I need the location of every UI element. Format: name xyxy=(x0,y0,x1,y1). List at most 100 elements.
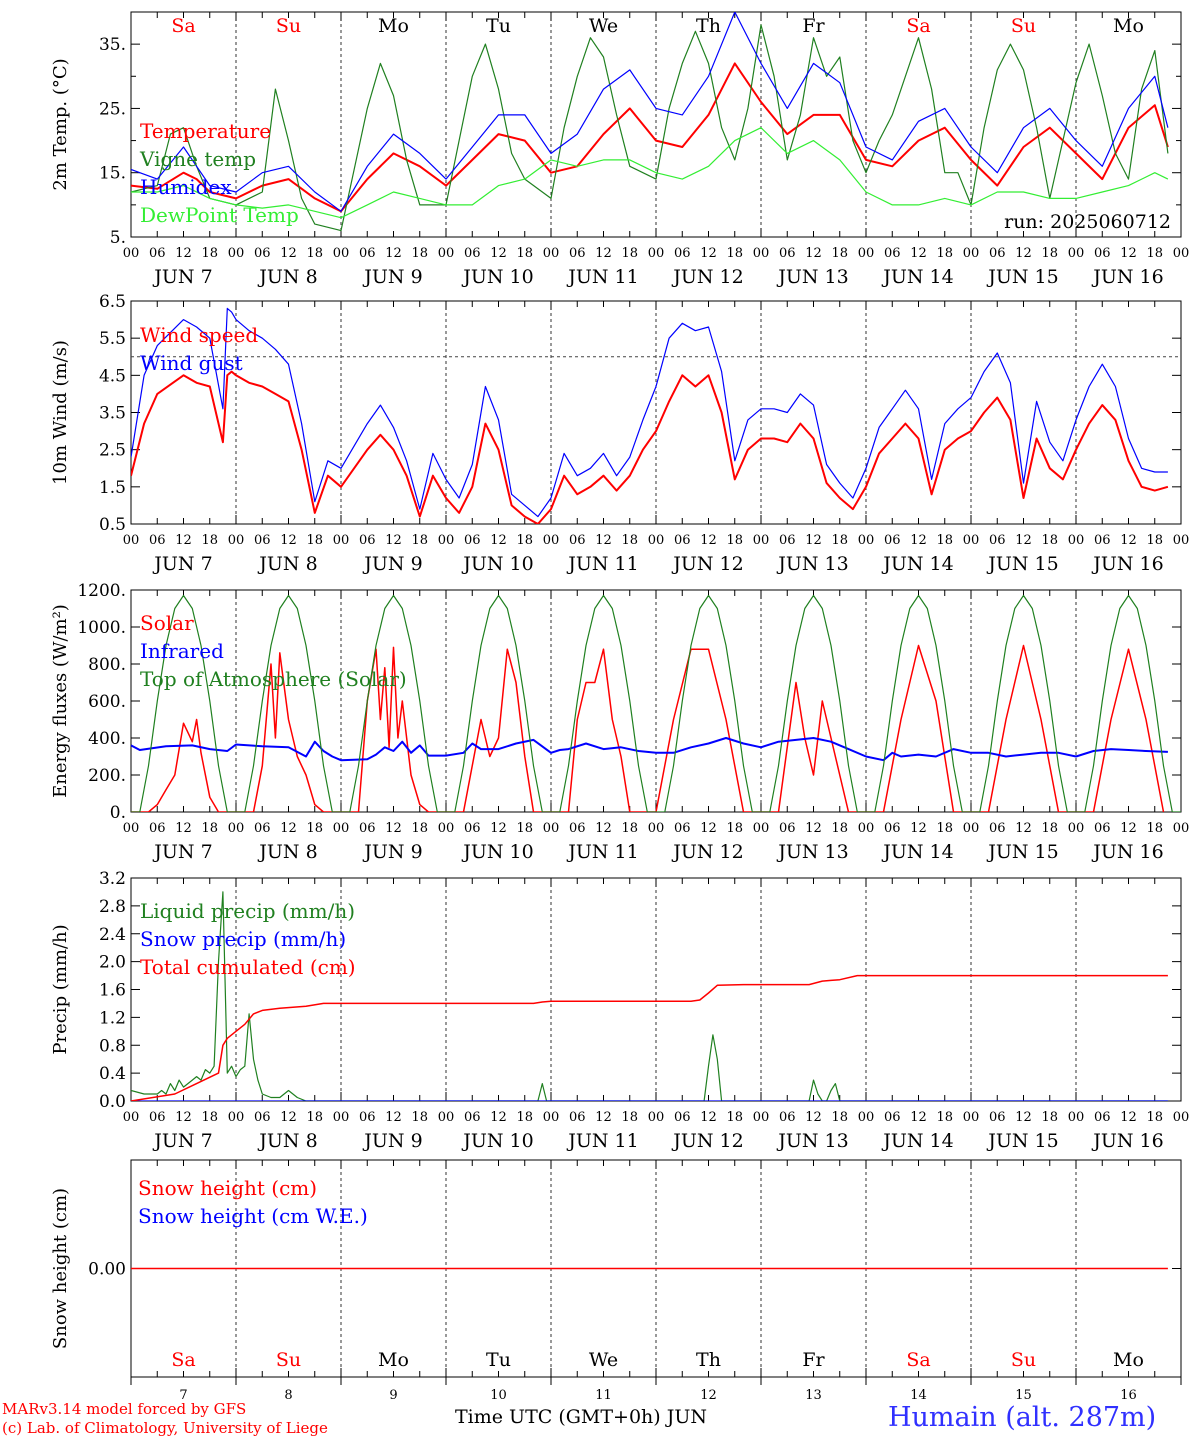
y-tick-label: 1.2 xyxy=(99,1008,126,1028)
series-line xyxy=(131,644,1165,812)
hour-tick-label: 18 xyxy=(1041,821,1058,836)
hour-tick-label: 00 xyxy=(438,533,455,548)
hour-tick-label: 18 xyxy=(621,533,638,548)
date-label: JUN 13 xyxy=(776,1130,848,1152)
hour-tick-label: 00 xyxy=(123,246,140,261)
hour-tick-label: 18 xyxy=(306,821,323,836)
day-number-label: 10 xyxy=(490,1388,507,1403)
series-line xyxy=(131,127,1169,219)
day-number-label: 8 xyxy=(284,1388,292,1403)
hour-tick-label: 12 xyxy=(910,1110,927,1125)
y-axis-label: 10m Wind (m/s) xyxy=(50,340,71,485)
date-label: JUN 12 xyxy=(671,841,743,863)
date-label: JUN 11 xyxy=(566,553,638,575)
weekday-label: We xyxy=(589,15,618,37)
hour-tick-label: 12 xyxy=(1120,533,1137,548)
hour-tick-label: 12 xyxy=(280,533,297,548)
hour-tick-label: 00 xyxy=(1173,1110,1190,1125)
y-tick-label: 0.00 xyxy=(88,1260,126,1280)
hour-tick-label: 00 xyxy=(333,246,350,261)
hour-tick-label: 18 xyxy=(411,1110,428,1125)
hour-tick-label: 18 xyxy=(621,1110,638,1125)
day-number-label: 9 xyxy=(389,1388,397,1403)
hour-tick-label: 18 xyxy=(936,821,953,836)
hour-tick-label: 00 xyxy=(753,1110,770,1125)
station-label: Humain (alt. 287m) xyxy=(888,1402,1157,1433)
weekday-label: Su xyxy=(276,1349,301,1371)
date-label: JUN 13 xyxy=(776,841,848,863)
hour-tick-label: 18 xyxy=(726,246,743,261)
series-line xyxy=(131,370,1169,524)
hour-tick-label: 12 xyxy=(1015,246,1032,261)
hour-tick-label: 06 xyxy=(884,246,901,261)
series-line xyxy=(131,891,1168,1101)
hour-tick-label: 06 xyxy=(359,533,376,548)
hour-tick-label: 12 xyxy=(595,821,612,836)
y-tick-label: 25. xyxy=(99,99,126,119)
hour-tick-label: 12 xyxy=(910,821,927,836)
hour-tick-label: 00 xyxy=(1068,533,1085,548)
weekday-label: Th xyxy=(696,1349,721,1371)
date-label: JUN 11 xyxy=(566,841,638,863)
day-number-label: 16 xyxy=(1120,1388,1137,1403)
hour-tick-label: 18 xyxy=(936,246,953,261)
hour-tick-label: 18 xyxy=(411,246,428,261)
hour-tick-label: 12 xyxy=(385,246,402,261)
legend-entry: Total cumulated (cm) xyxy=(140,955,356,979)
hour-tick-label: 12 xyxy=(280,1110,297,1125)
hour-tick-label: 18 xyxy=(306,246,323,261)
weekday-label: Tu xyxy=(486,1349,511,1371)
hour-tick-label: 00 xyxy=(858,1110,875,1125)
weekday-label: Sa xyxy=(906,1349,930,1371)
date-label: JUN 10 xyxy=(461,841,533,863)
weekday-label: Mo xyxy=(1113,15,1144,37)
hour-tick-label: 00 xyxy=(1173,533,1190,548)
weekday-label: Su xyxy=(1011,15,1036,37)
y-tick-label: 1.6 xyxy=(99,981,126,1001)
hour-tick-label: 06 xyxy=(989,533,1006,548)
hour-tick-label: 12 xyxy=(385,533,402,548)
hour-tick-label: 06 xyxy=(884,533,901,548)
weekday-label: Mo xyxy=(378,15,409,37)
panel-snow: 0.00 Snow height (cm) Snow height (cm) Snow… xyxy=(50,1159,1182,1403)
legend-entry: Liquid precip (mm/h) xyxy=(140,899,355,923)
hour-tick-label: 06 xyxy=(1094,533,1111,548)
hour-tick-label: 18 xyxy=(621,246,638,261)
hour-tick-label: 12 xyxy=(1015,533,1032,548)
weekday-label: Sa xyxy=(171,15,195,37)
hour-tick-label: 12 xyxy=(280,821,297,836)
hour-tick-label: 00 xyxy=(858,821,875,836)
legend-entry: Snow height (cm) xyxy=(138,1176,317,1200)
hour-tick-label: 18 xyxy=(726,1110,743,1125)
y-tick-label: 0.5 xyxy=(99,515,126,535)
y-tick-label: 5.5 xyxy=(99,329,126,349)
y-tick-label: 2.5 xyxy=(99,441,126,461)
hour-tick-label: 18 xyxy=(726,821,743,836)
hour-tick-label: 00 xyxy=(858,246,875,261)
hour-tick-label: 06 xyxy=(674,246,691,261)
hour-tick-label: 00 xyxy=(228,246,245,261)
hour-tick-label: 06 xyxy=(989,246,1006,261)
date-label: JUN 10 xyxy=(461,1130,533,1152)
hour-tick-label: 06 xyxy=(569,1110,586,1125)
hour-tick-label: 06 xyxy=(884,1110,901,1125)
series-line xyxy=(131,12,1169,212)
date-label: JUN 15 xyxy=(986,266,1058,288)
hour-tick-label: 00 xyxy=(963,821,980,836)
date-label: JUN 16 xyxy=(1091,553,1163,575)
hour-tick-label: 12 xyxy=(490,821,507,836)
date-label: JUN 7 xyxy=(152,841,212,863)
weekday-label: Tu xyxy=(486,15,511,37)
series-line xyxy=(131,62,1169,213)
date-label: JUN 13 xyxy=(776,553,848,575)
y-tick-label: 600. xyxy=(88,692,126,712)
day-number-label: 12 xyxy=(700,1388,717,1403)
date-label: JUN 14 xyxy=(881,841,953,863)
date-label: JUN 7 xyxy=(152,266,212,288)
hour-tick-label: 06 xyxy=(464,1110,481,1125)
hour-tick-label: 12 xyxy=(175,821,192,836)
hour-tick-label: 06 xyxy=(464,246,481,261)
hour-tick-label: 12 xyxy=(910,533,927,548)
hour-tick-label: 18 xyxy=(1146,533,1163,548)
